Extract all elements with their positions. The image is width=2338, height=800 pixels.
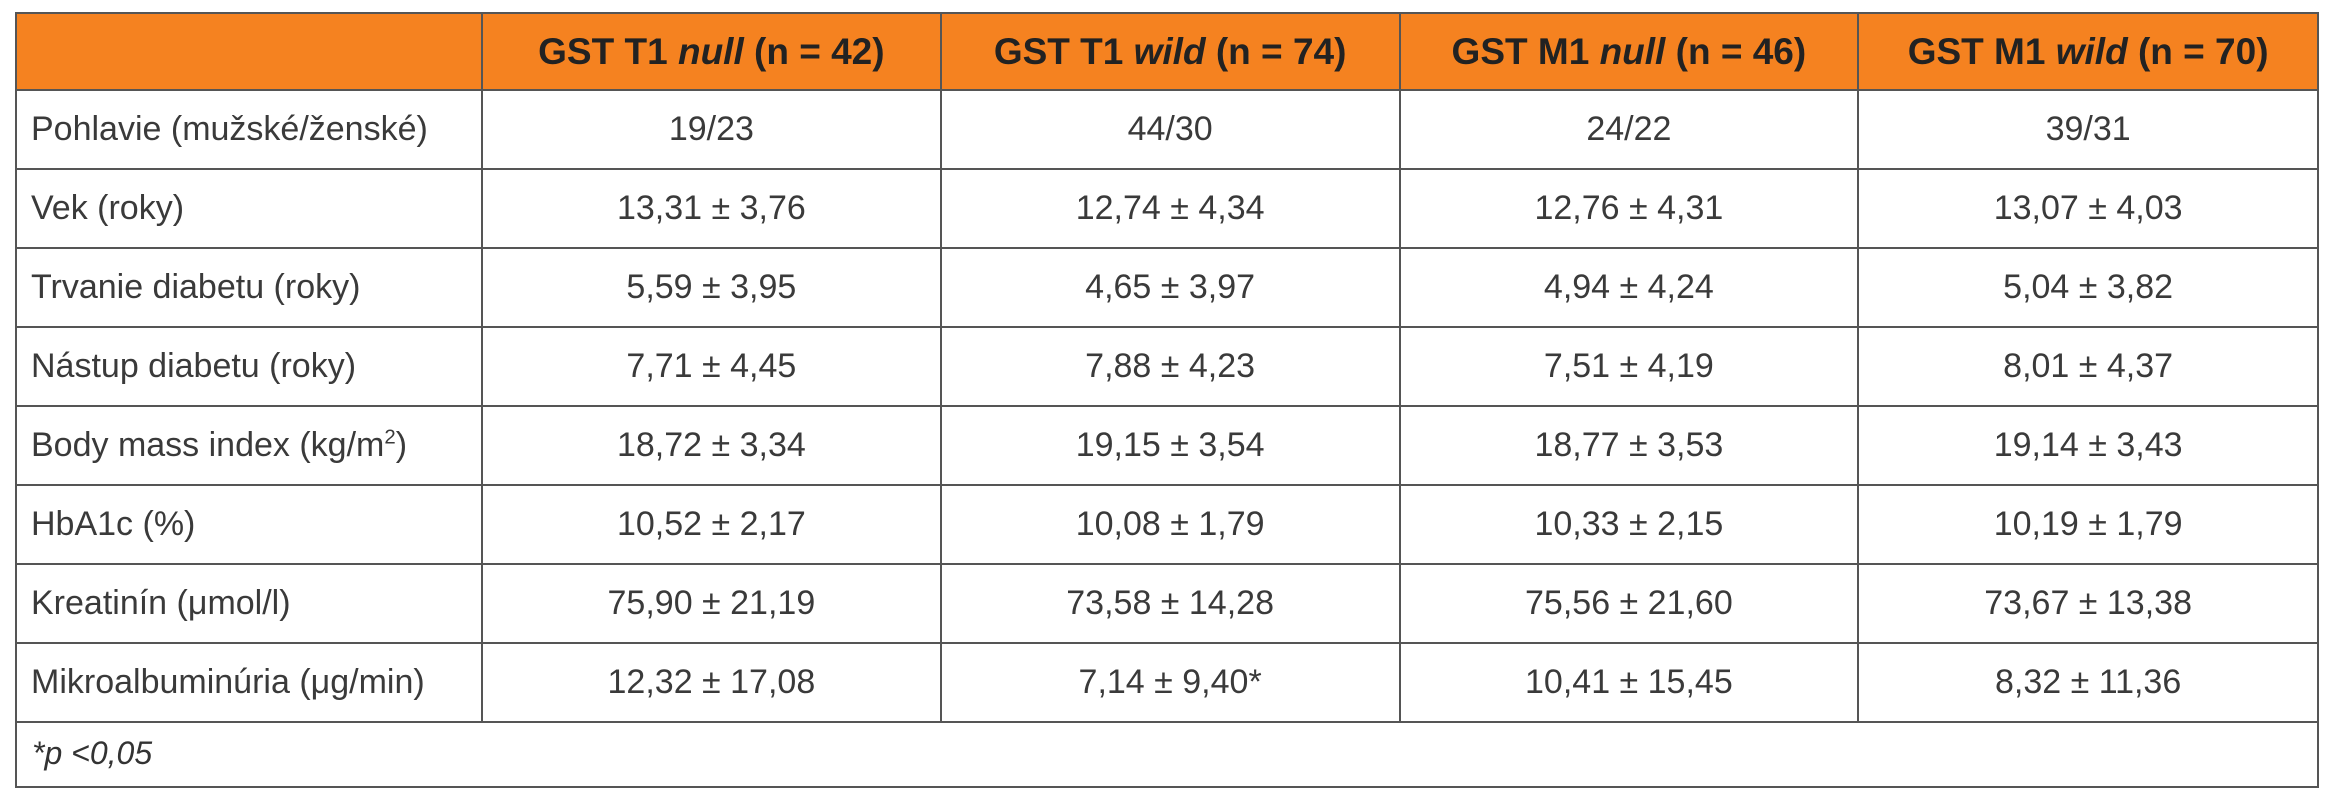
table-cell: 7,51 ± 4,19	[1398, 326, 1860, 407]
header-cell-gst-m1-null: GST M1 null (n = 46)	[1398, 14, 1860, 91]
row-label: Trvanie diabetu (roky)	[17, 247, 483, 328]
header-prefix: GST T1	[993, 30, 1134, 72]
table-cell: 19,14 ± 3,43	[1857, 405, 2317, 486]
table-cell: 5,04 ± 3,82	[1857, 247, 2317, 328]
table-cell: 13,07 ± 4,03	[1857, 168, 2317, 249]
table-row: Nástup diabetu (roky) 7,71 ± 4,45 7,88 ±…	[17, 326, 2317, 407]
table-cell: 10,08 ± 1,79	[939, 484, 1401, 565]
table-cell: 10,41 ± 15,45	[1398, 642, 1860, 723]
data-table: GST T1 null (n = 42) GST T1 wild (n = 74…	[17, 14, 2317, 723]
header-suffix: (n = 46)	[1665, 30, 1807, 72]
table-cell: 10,19 ± 1,79	[1857, 484, 2317, 565]
header-row: GST T1 null (n = 42) GST T1 wild (n = 74…	[17, 14, 2317, 91]
row-label: Nástup diabetu (roky)	[17, 326, 483, 407]
table-cell: 5,59 ± 3,95	[481, 247, 942, 328]
header-suffix: (n = 74)	[1205, 30, 1347, 72]
table-cell: 12,76 ± 4,31	[1398, 168, 1860, 249]
table-cell: 10,33 ± 2,15	[1398, 484, 1860, 565]
header-suffix: (n = 70)	[2127, 30, 2269, 72]
table-frame: GST T1 null (n = 42) GST T1 wild (n = 74…	[15, 12, 2319, 788]
row-label: Pohlavie (mužské/ženské)	[17, 89, 483, 170]
table-cell: 10,52 ± 2,17	[481, 484, 942, 565]
table-cell: 75,56 ± 21,60	[1398, 563, 1860, 644]
header-cell-gst-t1-null: GST T1 null (n = 42)	[481, 14, 942, 91]
row-label-text: Body mass index (kg/m	[31, 426, 385, 464]
table-cell: 4,65 ± 3,97	[939, 247, 1401, 328]
header-cell-gst-m1-wild: GST M1 wild (n = 70)	[1857, 14, 2317, 91]
header-prefix: GST T1	[538, 30, 678, 72]
table-row: Trvanie diabetu (roky) 5,59 ± 3,95 4,65 …	[17, 247, 2317, 328]
table-cell: 8,32 ± 11,36	[1857, 642, 2317, 723]
row-label-tail: )	[395, 426, 408, 464]
table-row: Mikroalbuminúria (μg/min) 12,32 ± 17,08 …	[17, 642, 2317, 723]
table-row: Body mass index (kg/m2) 18,72 ± 3,34 19,…	[17, 405, 2317, 486]
table-cell: 4,94 ± 4,24	[1398, 247, 1860, 328]
table-cell: 12,74 ± 4,34	[939, 168, 1401, 249]
table-cell: 8,01 ± 4,37	[1857, 326, 2317, 407]
row-label: Mikroalbuminúria (μg/min)	[17, 642, 483, 723]
header-emph: null	[677, 30, 744, 72]
table-cell: 19,15 ± 3,54	[939, 405, 1401, 486]
table-cell: 73,67 ± 13,38	[1857, 563, 2317, 644]
table-row: Kreatinín (μmol/l) 75,90 ± 21,19 73,58 ±…	[17, 563, 2317, 644]
table-cell: 12,32 ± 17,08	[481, 642, 942, 723]
footnote: *p <0,05	[32, 735, 153, 771]
header-prefix: GST M1	[1451, 30, 1600, 72]
table-cell: 18,77 ± 3,53	[1398, 405, 1860, 486]
row-label: Body mass index (kg/m2)	[17, 405, 483, 486]
table-row: HbA1c (%) 10,52 ± 2,17 10,08 ± 1,79 10,3…	[17, 484, 2317, 565]
table-cell: 7,71 ± 4,45	[481, 326, 942, 407]
table-cell: 18,72 ± 3,34	[481, 405, 942, 486]
table-cell: 7,14 ± 9,40*	[939, 642, 1401, 723]
header-prefix: GST M1	[1907, 30, 2056, 72]
header-emph: null	[1599, 30, 1666, 72]
row-label: HbA1c (%)	[17, 484, 483, 565]
table-cell: 19/23	[481, 89, 942, 170]
header-cell-gst-t1-wild: GST T1 wild (n = 74)	[939, 14, 1401, 91]
table-cell: 7,88 ± 4,23	[939, 326, 1401, 407]
header-emph: wild	[1133, 30, 1206, 72]
row-label: Kreatinín (μmol/l)	[17, 563, 483, 644]
table-cell: 39/31	[1857, 89, 2317, 170]
table-cell: 44/30	[939, 89, 1401, 170]
header-emph: wild	[2055, 30, 2128, 72]
header-cell-empty	[17, 14, 483, 91]
table-cell: 13,31 ± 3,76	[481, 168, 942, 249]
table-cell: 75,90 ± 21,19	[481, 563, 942, 644]
header-suffix: (n = 42)	[743, 30, 885, 72]
table-cell: 24/22	[1398, 89, 1860, 170]
table-cell: 73,58 ± 14,28	[939, 563, 1401, 644]
table-row: Vek (roky) 13,31 ± 3,76 12,74 ± 4,34 12,…	[17, 168, 2317, 249]
row-label: Vek (roky)	[17, 168, 483, 249]
table-row: Pohlavie (mužské/ženské) 19/23 44/30 24/…	[17, 89, 2317, 170]
row-label-superscript: 2	[384, 426, 396, 449]
